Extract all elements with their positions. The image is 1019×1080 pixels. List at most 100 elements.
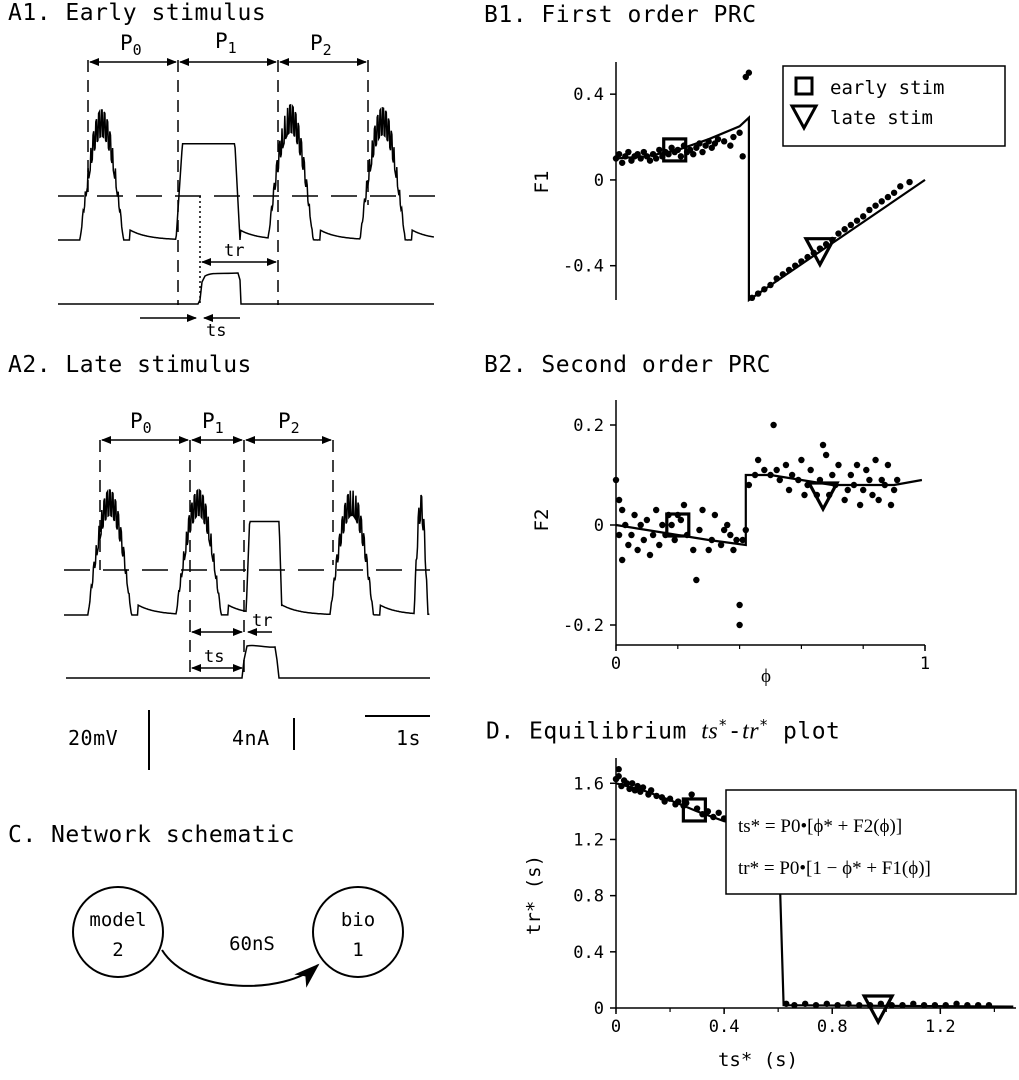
a2-traces bbox=[64, 436, 430, 679]
data-point bbox=[847, 471, 855, 479]
data-point bbox=[931, 1001, 939, 1009]
data-point bbox=[834, 1001, 841, 1009]
data-point bbox=[622, 521, 629, 529]
a2-ts-label: ts bbox=[204, 647, 224, 667]
d-title-star1: * bbox=[718, 716, 728, 734]
node-model-id: 2 bbox=[112, 939, 123, 961]
a2-p1-label: P1 bbox=[202, 409, 224, 437]
data-point bbox=[693, 805, 701, 812]
data-point bbox=[773, 275, 780, 282]
legend-square-marker bbox=[794, 76, 814, 96]
data-point bbox=[612, 476, 620, 484]
d-title-ts: ts bbox=[701, 718, 719, 745]
y-tick-label: -0.4 bbox=[563, 257, 604, 277]
d-title-dash: - bbox=[727, 718, 743, 745]
node-bio bbox=[312, 886, 404, 978]
data-point bbox=[812, 1001, 820, 1009]
d-title-prefix: D. Equilibrium bbox=[486, 718, 702, 745]
node-model bbox=[72, 886, 164, 978]
data-point bbox=[798, 258, 805, 265]
a1-current-trace bbox=[58, 272, 434, 305]
data-point bbox=[736, 621, 743, 629]
d-title-suffix: plot bbox=[768, 718, 841, 745]
data-point bbox=[625, 148, 632, 156]
b1-legend: early stim late stim bbox=[782, 65, 1006, 147]
network-schematic bbox=[72, 886, 404, 988]
y-tick-label: 0.4 bbox=[573, 85, 604, 105]
data-point bbox=[618, 506, 626, 514]
data-point bbox=[690, 150, 697, 158]
data-point bbox=[668, 521, 675, 529]
scalebar-voltage-label: 20mV bbox=[68, 726, 119, 750]
data-point bbox=[822, 241, 830, 248]
node-model-label: model bbox=[89, 909, 146, 931]
data-point bbox=[798, 456, 805, 464]
data-point bbox=[618, 782, 625, 790]
data-point bbox=[888, 1001, 895, 1009]
data-point bbox=[647, 787, 655, 794]
a2-current-trace bbox=[66, 644, 430, 679]
data-point bbox=[690, 546, 697, 554]
data-point bbox=[953, 1000, 960, 1007]
a1-p0-label: P0 bbox=[120, 31, 142, 59]
x-tick-label: 1.2 bbox=[925, 1017, 956, 1037]
data-point bbox=[878, 198, 885, 205]
data-point bbox=[761, 286, 768, 293]
data-point bbox=[615, 773, 622, 780]
data-point bbox=[656, 541, 663, 549]
data-point bbox=[705, 546, 712, 554]
equation-ts: ts* = P0•[ϕ* + F2(ϕ)] bbox=[738, 816, 902, 837]
data-point bbox=[860, 213, 867, 220]
data-point bbox=[727, 142, 734, 149]
b1-title: B1. First order PRC bbox=[484, 2, 757, 28]
a1-title: A1. Early stimulus bbox=[8, 0, 267, 26]
data-point bbox=[899, 1001, 906, 1009]
a1-p2-label: P2 bbox=[310, 31, 332, 59]
data-point bbox=[720, 138, 728, 145]
d-title: D. Equilibrium ts*-tr* plot bbox=[486, 716, 840, 746]
data-point bbox=[699, 506, 706, 514]
y-tick-label: 1.2 bbox=[573, 830, 604, 850]
data-point bbox=[688, 791, 695, 798]
data-point bbox=[629, 780, 636, 787]
fit-line bbox=[615, 473, 923, 547]
data-point bbox=[615, 150, 623, 158]
a2-p0-label: P0 bbox=[130, 409, 152, 437]
chart-d: 0 0.4 0.8 1.2 1.6 0 0.4 0.8 1.2 tr* (s) ts* (s) bbox=[523, 758, 1016, 1071]
data-point bbox=[964, 1001, 971, 1009]
x-tick-label: 0.4 bbox=[709, 1017, 740, 1037]
data-point bbox=[985, 1001, 993, 1009]
data-point bbox=[801, 1000, 809, 1007]
data-point bbox=[637, 521, 644, 529]
data-point bbox=[634, 546, 641, 554]
data-point bbox=[890, 486, 898, 494]
a1-tr-label: tr bbox=[224, 241, 244, 261]
x-axis-label: ϕ bbox=[761, 666, 771, 687]
late-stim-marker bbox=[806, 481, 840, 513]
data-point bbox=[745, 69, 753, 76]
data-point bbox=[643, 516, 651, 524]
data-point bbox=[767, 471, 774, 479]
data-point bbox=[878, 476, 885, 484]
data-point bbox=[884, 193, 892, 201]
a2-period-arrows bbox=[101, 436, 332, 672]
legend-late-label: late stim bbox=[830, 107, 933, 129]
node-bio-id: 1 bbox=[352, 939, 363, 961]
data-point bbox=[661, 798, 668, 805]
data-point bbox=[829, 471, 836, 479]
data-point bbox=[920, 1001, 928, 1009]
data-point bbox=[710, 813, 717, 821]
data-point bbox=[884, 461, 892, 469]
data-point bbox=[615, 766, 622, 773]
data-point bbox=[893, 476, 901, 484]
b2-title: B2. Second order PRC bbox=[484, 352, 771, 378]
data-point bbox=[736, 129, 743, 136]
data-point bbox=[705, 138, 712, 145]
data-point bbox=[860, 486, 867, 494]
data-point bbox=[696, 140, 703, 147]
a2-period-dashes bbox=[99, 440, 334, 678]
data-point bbox=[819, 441, 827, 449]
data-point bbox=[625, 541, 632, 549]
y-axis-label: tr* (s) bbox=[523, 855, 545, 935]
